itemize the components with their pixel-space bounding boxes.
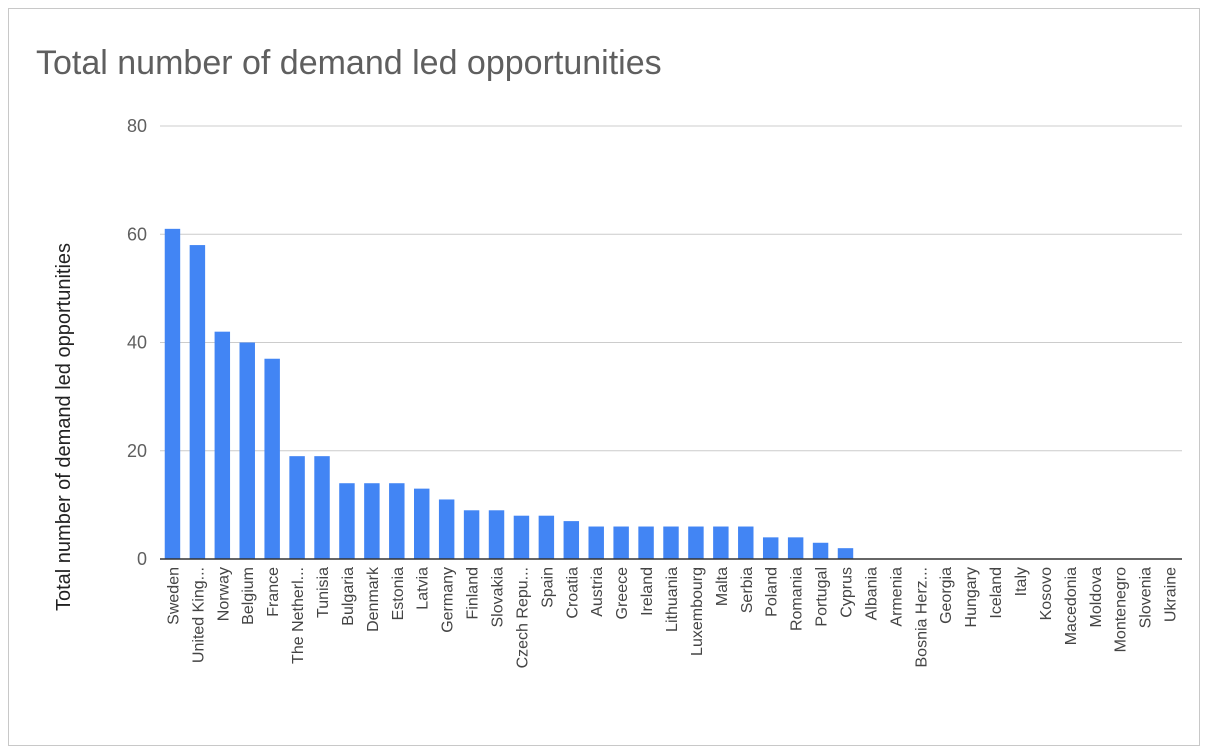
category-label: Iceland bbox=[988, 567, 1005, 619]
chart-frame bbox=[8, 8, 1200, 746]
bar bbox=[189, 245, 206, 559]
category-label: Bosnia Herz... bbox=[913, 567, 930, 667]
category-label: Slovakia bbox=[490, 567, 507, 628]
category-label: Albania bbox=[863, 567, 880, 620]
category-label: Italy bbox=[1013, 567, 1030, 596]
bars bbox=[164, 228, 854, 559]
bar bbox=[812, 542, 829, 559]
x-axis-categories: Sweden United King... Norway Belgium France T… bbox=[165, 566, 1179, 668]
category-label: Greece bbox=[614, 567, 631, 620]
y-tick-label: 40 bbox=[127, 333, 147, 353]
category-label: Moldova bbox=[1088, 567, 1105, 628]
bar bbox=[513, 515, 530, 559]
bar bbox=[613, 526, 629, 559]
category-label: Belgium bbox=[240, 567, 257, 625]
category-label: Romania bbox=[789, 567, 806, 631]
category-label: Ukraine bbox=[1163, 567, 1180, 622]
category-label: Georgia bbox=[938, 567, 955, 624]
category-label: Slovenia bbox=[1138, 567, 1155, 628]
category-label: United King... bbox=[190, 567, 207, 663]
category-label: Malta bbox=[714, 567, 731, 606]
bar bbox=[688, 526, 704, 559]
category-label: Hungary bbox=[963, 567, 980, 627]
bar bbox=[787, 537, 804, 559]
category-label: Armenia bbox=[888, 567, 905, 627]
category-label: Serbia bbox=[739, 567, 756, 613]
bar bbox=[538, 515, 555, 559]
bar bbox=[289, 456, 305, 559]
category-label: Poland bbox=[764, 567, 781, 617]
category-label: Estonia bbox=[390, 567, 407, 620]
bar bbox=[339, 483, 355, 559]
bar bbox=[438, 499, 455, 559]
bar bbox=[364, 483, 380, 559]
category-label: Ireland bbox=[639, 567, 656, 616]
category-label: Bulgaria bbox=[340, 567, 357, 626]
chart-title: Total number of demand led opportunities bbox=[36, 44, 662, 82]
bar bbox=[314, 456, 330, 559]
category-label: Luxembourg bbox=[689, 567, 706, 656]
bar bbox=[638, 526, 654, 559]
bar bbox=[488, 510, 505, 559]
category-label: Finland bbox=[465, 567, 482, 619]
category-label: Lithuania bbox=[664, 567, 681, 632]
category-label: Spain bbox=[539, 567, 556, 608]
category-label: Sweden bbox=[165, 567, 182, 625]
bar bbox=[563, 521, 580, 559]
bar bbox=[837, 548, 854, 559]
bar bbox=[762, 537, 779, 559]
y-tick-label: 60 bbox=[127, 224, 147, 244]
category-label: Tunisia bbox=[315, 567, 332, 618]
bar bbox=[463, 510, 480, 559]
bar bbox=[389, 483, 405, 559]
category-label: Austria bbox=[589, 567, 606, 617]
category-label: The Netherl... bbox=[290, 567, 307, 664]
category-label: Montenegro bbox=[1113, 567, 1130, 652]
category-label: Portugal bbox=[814, 567, 831, 627]
bar bbox=[214, 331, 231, 559]
bar bbox=[713, 526, 729, 559]
category-label: Norway bbox=[215, 567, 232, 621]
category-label: Kosovo bbox=[1038, 567, 1055, 620]
y-tick-label: 0 bbox=[137, 549, 147, 569]
category-label: France bbox=[265, 567, 282, 617]
bar bbox=[588, 526, 604, 559]
category-label: Cyprus bbox=[838, 567, 855, 618]
y-tick-label: 20 bbox=[127, 441, 147, 461]
gridlines bbox=[160, 125, 1182, 452]
category-label: Denmark bbox=[365, 566, 382, 632]
category-label: Croatia bbox=[564, 567, 581, 619]
bar bbox=[239, 342, 255, 559]
category-label: Macedonia bbox=[1063, 567, 1080, 645]
y-tick-label: 80 bbox=[127, 116, 147, 136]
category-label: Czech Repu... bbox=[514, 567, 531, 668]
category-label: Germany bbox=[440, 567, 457, 633]
bar bbox=[663, 526, 679, 559]
bar bbox=[264, 358, 280, 559]
bar bbox=[164, 228, 181, 559]
bar bbox=[738, 526, 754, 559]
category-label: Latvia bbox=[415, 567, 432, 610]
y-axis-ticks: 0 20 40 60 80 bbox=[127, 116, 147, 569]
bar bbox=[414, 488, 430, 559]
y-axis-label: Total number of demand led opportunities bbox=[53, 243, 75, 611]
